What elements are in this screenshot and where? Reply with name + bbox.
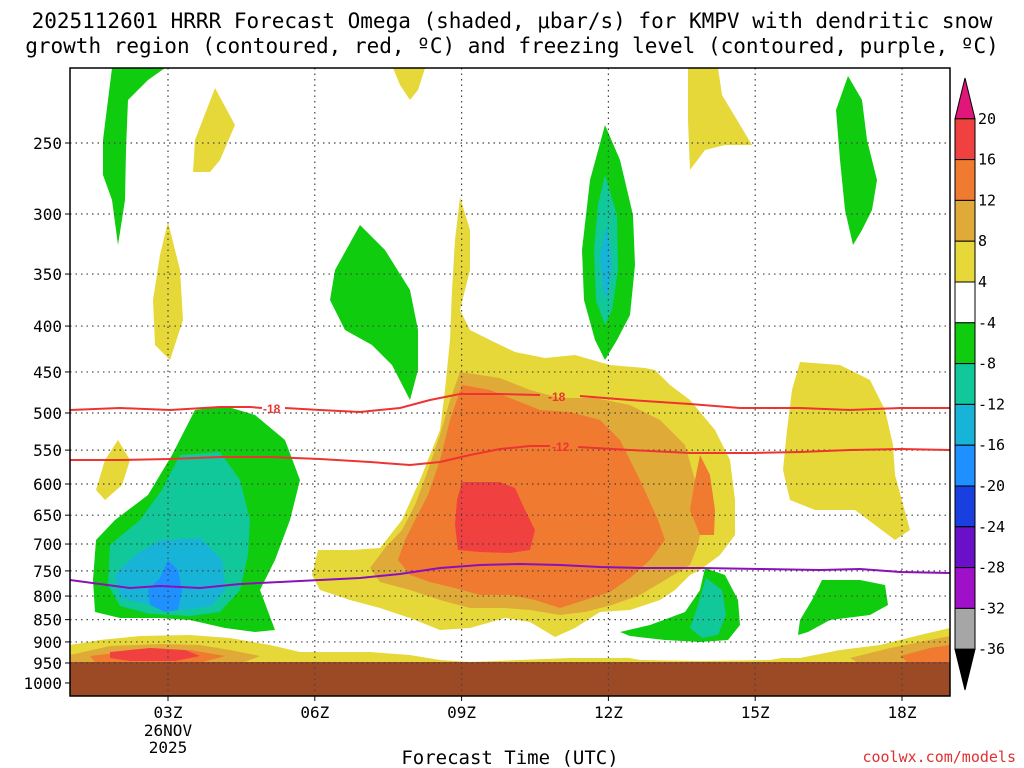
- grid-lines: [70, 68, 950, 696]
- dgz-contour-minus12: [70, 445, 950, 467]
- omega-yellow-region: [393, 68, 425, 100]
- dgz-contour-minus18: [70, 393, 950, 414]
- colorbar-label: 16: [978, 151, 996, 169]
- omega-lightblue-region: [600, 225, 612, 298]
- omega-orange-region: [398, 385, 665, 608]
- omega-red-surface-band: [110, 648, 200, 661]
- y-tick-label: 450: [33, 363, 62, 382]
- omega-yellow-region: [153, 222, 183, 360]
- x-tick-label: 15Z: [741, 703, 770, 722]
- y-tick-label: 850: [33, 611, 62, 630]
- y-tick-label: 250: [33, 134, 62, 153]
- omega-teal-region: [690, 578, 726, 638]
- y-tick-label: 350: [33, 265, 62, 284]
- colorbar-label: 4: [978, 273, 987, 291]
- plot-frame: [69, 67, 951, 697]
- omega-green-region: [330, 225, 418, 400]
- colorbar-label: 8: [978, 232, 987, 250]
- x-date-label: 26NOV: [144, 721, 193, 740]
- x-tick-label: 12Z: [594, 703, 623, 722]
- colorbar-label: -8: [978, 355, 996, 373]
- y-tick-label: 400: [33, 317, 62, 336]
- colorbar-label: -4: [978, 314, 996, 332]
- colorbar-label: 20: [978, 110, 996, 128]
- y-tick-label: 500: [33, 404, 62, 423]
- colorbar-bottom-arrow: [954, 648, 976, 691]
- colorbar-segment: [954, 526, 976, 569]
- colorbar-segment: [954, 363, 976, 405]
- x-tick-label: 18Z: [888, 703, 917, 722]
- colorbar-label: -20: [978, 477, 1005, 495]
- freezing-level-contour: [70, 562, 950, 590]
- chart-title-line1: 2025112601 HRRR Forecast Omega (shaded, …: [32, 9, 993, 33]
- omega-green-region: [836, 76, 877, 245]
- colorbar-segment: [954, 444, 976, 487]
- dgz-label-minus18-a: -18: [263, 402, 281, 416]
- y-tick-label: 900: [33, 633, 62, 652]
- omega-yellow-region: [193, 88, 235, 172]
- colorbar-label: 12: [978, 191, 996, 209]
- y-tick-label: 700: [33, 535, 62, 554]
- x-tick-label: 09Z: [447, 703, 476, 722]
- y-tick-label: 600: [33, 475, 62, 494]
- omega-shading: [70, 68, 950, 696]
- colorbar-label: -16: [978, 436, 1005, 454]
- y-tick-label: 650: [33, 506, 62, 525]
- y-axis: 250 300 350 400 450 500 550 600 650 700 750 800 850 9…: [23, 134, 70, 693]
- colorbar-segment: [954, 118, 976, 161]
- x-tick-label: 06Z: [300, 703, 329, 722]
- omega-yellow-region: [688, 68, 752, 170]
- omega-neutral-gap: [600, 648, 800, 661]
- colorbar-label: -32: [978, 599, 1005, 617]
- dgz-label-minus18-b: -18: [548, 390, 566, 404]
- colorbar-top-arrow: [954, 77, 976, 120]
- x-tick-label: 03Z: [154, 703, 183, 722]
- colorbar: 20 16 12 8 4 -4 -8 -12 -16 -20 -24 -28 -32 -36: [954, 77, 1005, 691]
- colorbar-segment: [954, 485, 976, 528]
- y-tick-label: 1000: [23, 674, 62, 693]
- colorbar-segment: [954, 607, 976, 650]
- colorbar-segment: [954, 240, 976, 283]
- colorbar-label: -24: [978, 518, 1005, 536]
- omega-yellow-region: [96, 440, 130, 500]
- colorbar-segment: [954, 322, 976, 365]
- colorbar-segment: [954, 403, 976, 446]
- chart-title-line2: growth region (contoured, red, ºC) and f…: [25, 34, 999, 58]
- omega-red-region: [455, 482, 535, 553]
- colorbar-segment: [954, 281, 976, 324]
- omega-orange-surface-band: [900, 645, 950, 664]
- x-date-label: 2025: [149, 738, 188, 757]
- y-tick-label: 300: [33, 205, 62, 224]
- omega-green-region: [103, 68, 165, 245]
- site-credit: coolwx.com/models: [862, 748, 1016, 766]
- y-tick-label: 950: [33, 654, 62, 673]
- colorbar-segment: [954, 159, 976, 201]
- y-tick-label: 550: [33, 441, 62, 460]
- colorbar-label: -12: [978, 395, 1005, 413]
- terrain-ground: [70, 662, 950, 696]
- colorbar-label: -36: [978, 640, 1005, 658]
- x-axis-label: Forecast Time (UTC): [401, 747, 618, 768]
- dgz-label-minus12: -12: [552, 440, 570, 454]
- y-tick-label: 800: [33, 587, 62, 606]
- omega-green-region: [798, 580, 888, 635]
- colorbar-segment: [954, 199, 976, 242]
- y-tick-label: 750: [33, 562, 62, 581]
- colorbar-segment: [954, 567, 976, 609]
- colorbar-label: -28: [978, 559, 1005, 577]
